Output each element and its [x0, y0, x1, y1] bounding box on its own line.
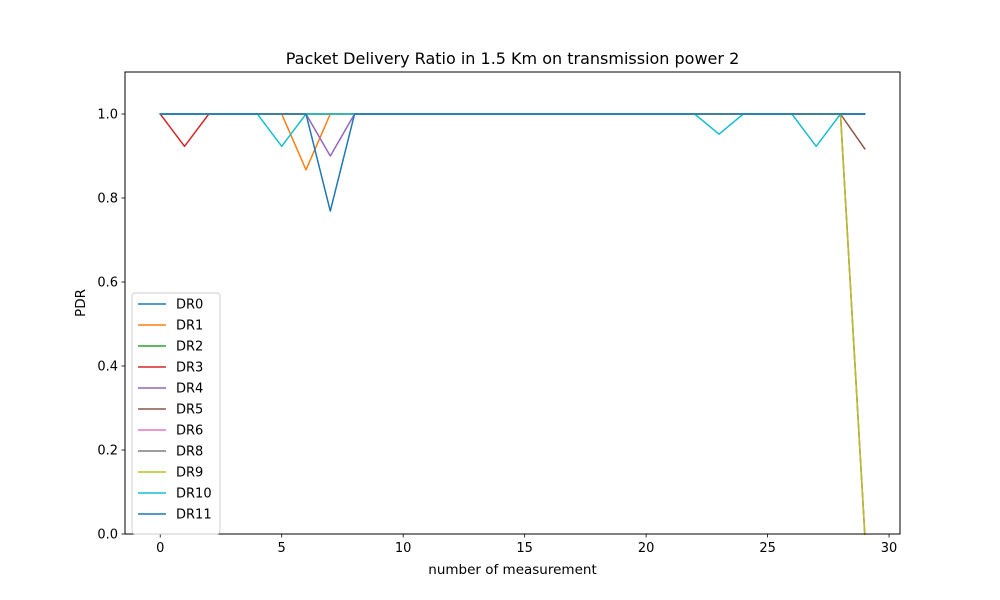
legend: DR0 DR1 DR2 DR3 DR4 DR5 DR6 DR8 DR9 DR10 DR11: [131, 292, 221, 535]
legend-label-dr3: DR3: [176, 361, 203, 376]
y-tick-label: 0.2: [97, 444, 118, 459]
x-tick-label: 20: [638, 541, 655, 556]
x-tick-label: 30: [881, 541, 898, 556]
legend-label-dr4: DR4: [176, 382, 203, 397]
legend-label-dr11: DR11: [176, 508, 212, 523]
legend-label-dr6: DR6: [176, 424, 203, 439]
legend-label-dr5: DR5: [176, 403, 203, 418]
chart-title: Packet Delivery Ratio in 1.5 Km on trans…: [286, 49, 740, 68]
x-tick-label: 15: [516, 541, 533, 556]
y-tick-label: 1.0: [97, 108, 118, 123]
y-tick-label: 0.0: [97, 528, 118, 543]
legend-label-dr9: DR9: [176, 466, 203, 481]
x-tick-label: 25: [759, 541, 776, 556]
y-tick-label: 0.6: [97, 276, 118, 291]
x-axis-ticks: 0 5 10 15 20 25 30: [156, 534, 897, 556]
legend-box: [131, 292, 221, 535]
x-tick-label: 10: [395, 541, 412, 556]
legend-label-dr2: DR2: [176, 340, 203, 355]
series-layer: [159, 112, 866, 535]
plot-frame: [124, 71, 901, 535]
x-tick-label: 0: [156, 541, 164, 556]
series-line-dr11: [159, 113, 866, 212]
y-tick-label: 0.4: [97, 360, 118, 375]
legend-label-dr0: DR0: [176, 298, 203, 313]
legend-label-dr1: DR1: [176, 319, 203, 334]
x-axis-label: number of measurement: [428, 562, 596, 578]
legend-label-dr8: DR8: [176, 445, 203, 460]
x-tick-label: 5: [278, 541, 286, 556]
y-tick-label: 0.8: [97, 192, 118, 207]
y-axis-label: PDR: [73, 289, 89, 317]
legend-label-dr10: DR10: [176, 487, 212, 502]
y-axis-ticks: 0.0 0.2 0.4 0.6 0.8 1.0: [97, 108, 125, 543]
